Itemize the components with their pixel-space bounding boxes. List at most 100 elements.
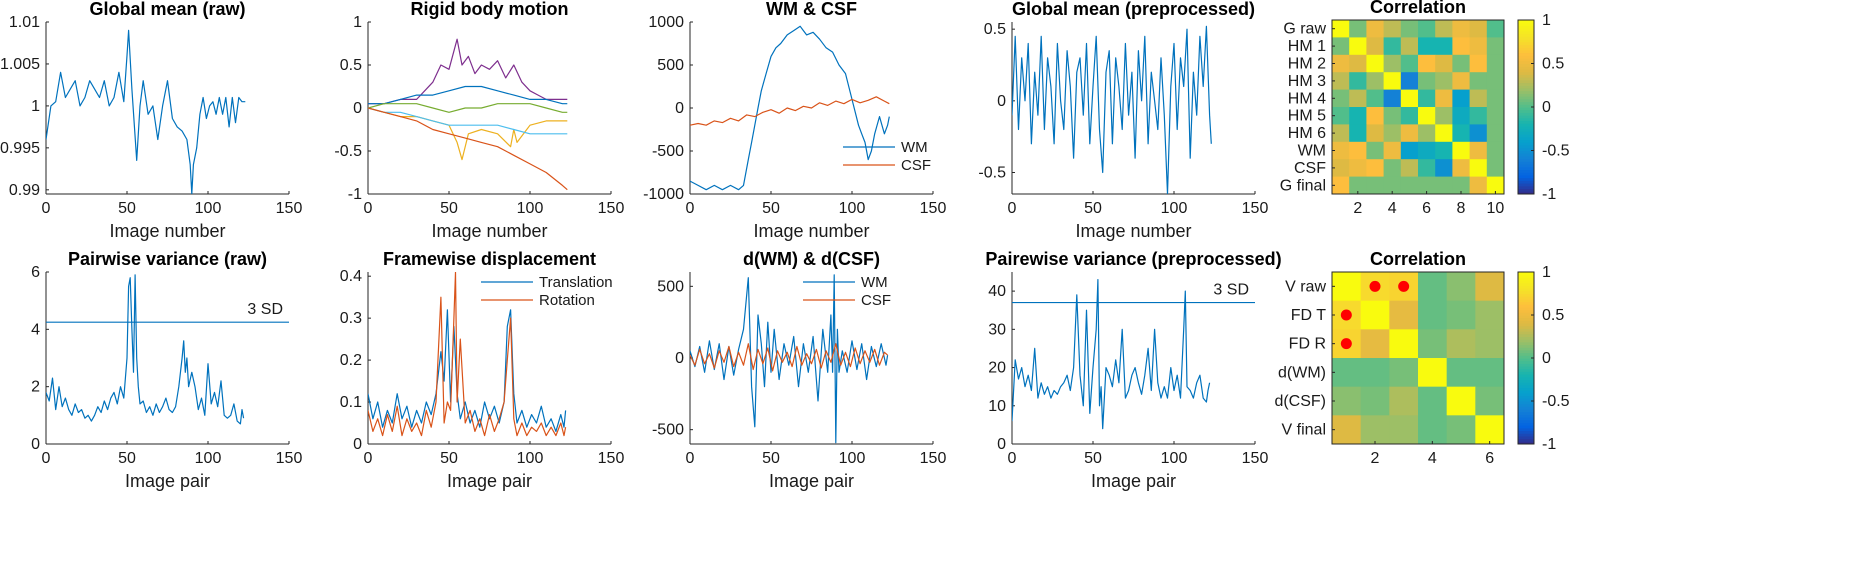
- colorbar-segment: [1518, 74, 1534, 78]
- row-label: HM 4: [1288, 90, 1326, 107]
- heatmap-cell: [1452, 141, 1470, 160]
- heatmap-cell: [1446, 415, 1476, 445]
- heatmap-cell: [1452, 54, 1470, 73]
- x-tick-label: 0: [42, 450, 51, 467]
- colorbar-segment: [1518, 68, 1534, 73]
- panel-p2: Rigid body motion 0 50 100 150 -1 -0.5 0 0.5 1 Ima…: [334, 0, 624, 241]
- colorbar-segment: [1518, 126, 1534, 130]
- colorbar-segment: [1518, 96, 1534, 100]
- heatmap-cell: [1469, 176, 1488, 195]
- colorbar-segment: [1518, 117, 1534, 122]
- heatmap-cell: [1389, 329, 1419, 359]
- heatmap-cell: [1475, 272, 1505, 302]
- heatmap-cell: [1349, 159, 1367, 177]
- colorbar-segment: [1518, 120, 1534, 124]
- colorbar-segment: [1518, 422, 1534, 426]
- colorbar-segment: [1518, 390, 1534, 394]
- threshold-label: 3 SD: [1213, 282, 1249, 299]
- colorbar-segment: [1518, 430, 1534, 434]
- row-label: WM: [1298, 143, 1326, 160]
- heatmap-cell: [1349, 72, 1367, 90]
- heatmap-cell: [1332, 37, 1350, 56]
- colorbar-tick-label: 1: [1542, 12, 1551, 29]
- colorbar-segment: [1518, 98, 1534, 103]
- series-line-0: [1012, 279, 1211, 430]
- heatmap-cell: [1332, 20, 1350, 38]
- heatmap-cell: [1366, 107, 1384, 125]
- heatmap-cell: [1486, 176, 1505, 195]
- colorbar-segment: [1518, 371, 1534, 375]
- heatmap-cell: [1332, 358, 1362, 388]
- heatmap-cell: [1446, 386, 1476, 416]
- heatmap-cell: [1435, 141, 1453, 160]
- chart-title: Global mean (preprocessed): [1012, 0, 1255, 19]
- row-label: V raw: [1285, 278, 1326, 295]
- x-tick-label: 0: [686, 450, 695, 467]
- heatmap-cell: [1383, 159, 1402, 177]
- x-tick-label: 0: [1008, 450, 1017, 467]
- heatmap-cell: [1418, 37, 1436, 56]
- colorbar-segment: [1518, 169, 1534, 173]
- series-line-0: [1012, 25, 1212, 194]
- colorbar-segment: [1518, 323, 1534, 327]
- row-label: d(CSF): [1274, 393, 1326, 410]
- y-tick-label: 0.5: [984, 21, 1006, 38]
- colorbar-segment: [1518, 79, 1534, 84]
- y-tick-label: 0.4: [340, 268, 362, 285]
- colorbar-segment: [1518, 419, 1534, 423]
- heatmap-cell: [1475, 300, 1505, 330]
- panel-p1: Global mean (raw) 0 50 100 150 0.99 0.995 1 1.00…: [0, 0, 302, 241]
- colorbar-segment: [1518, 183, 1534, 187]
- x-tick-label: 150: [1242, 200, 1269, 217]
- heatmap-cell: [1400, 159, 1419, 177]
- colorbar-tick-label: 0: [1542, 99, 1551, 116]
- colorbar-segment: [1518, 328, 1534, 332]
- heatmap-cell: [1332, 159, 1350, 177]
- chart-title: Framewise displacement: [383, 249, 596, 269]
- y-tick-label: -0.5: [978, 165, 1006, 182]
- heatmap-cell: [1360, 300, 1390, 330]
- heatmap-cell: [1360, 329, 1390, 359]
- heatmap-cell: [1486, 124, 1505, 143]
- heatmap-cell: [1418, 300, 1448, 330]
- colorbar-segment: [1518, 60, 1534, 64]
- colorbar-segment: [1518, 409, 1534, 413]
- heatmap-cell: [1366, 20, 1384, 38]
- heatmap-cell: [1332, 72, 1350, 90]
- colorbar-segment: [1518, 36, 1534, 40]
- heatmap-cell: [1360, 415, 1390, 445]
- colorbar-segment: [1518, 435, 1534, 440]
- colorbar-segment: [1518, 296, 1534, 300]
- colorbar-segment: [1518, 150, 1534, 154]
- colorbar-segment: [1518, 425, 1534, 429]
- heatmap-cell: [1389, 300, 1419, 330]
- heatmap-cell: [1400, 37, 1419, 56]
- colorbar-segment: [1518, 272, 1534, 276]
- heatmap-cell: [1389, 415, 1419, 445]
- colorbar-segment: [1518, 333, 1534, 337]
- y-tick-label: 6: [31, 264, 40, 281]
- heatmap-cell: [1446, 358, 1476, 388]
- colorbar-segment: [1518, 401, 1534, 405]
- heatmap-cell: [1332, 272, 1362, 302]
- y-tick-label: 0: [997, 436, 1006, 453]
- colorbar-segment: [1518, 387, 1534, 391]
- colorbar-segment: [1518, 355, 1534, 359]
- series-line-1: [690, 343, 888, 372]
- colorbar-segment: [1518, 293, 1534, 297]
- y-tick-label: 10: [988, 398, 1006, 415]
- colorbar-segment: [1518, 315, 1534, 319]
- heatmap-cell: [1452, 20, 1470, 38]
- colorbar-segment: [1518, 433, 1534, 437]
- y-tick-label: 0: [353, 436, 362, 453]
- heatmap-cell: [1469, 124, 1488, 143]
- panel-p3: WM & CSF 0 50 100 150 -1000 -500 0 500 1000 Image …: [643, 0, 946, 241]
- colorbar-segment: [1518, 282, 1534, 286]
- heatmap-cell: [1400, 141, 1419, 160]
- row-label: HM 2: [1288, 56, 1326, 73]
- panel-p9: Pairewise variance (preprocessed)0 50 100 1…: [985, 249, 1281, 491]
- heatmap-cell: [1475, 329, 1505, 359]
- x-tick-label: 100: [517, 450, 544, 467]
- colorbar-segment: [1518, 280, 1534, 284]
